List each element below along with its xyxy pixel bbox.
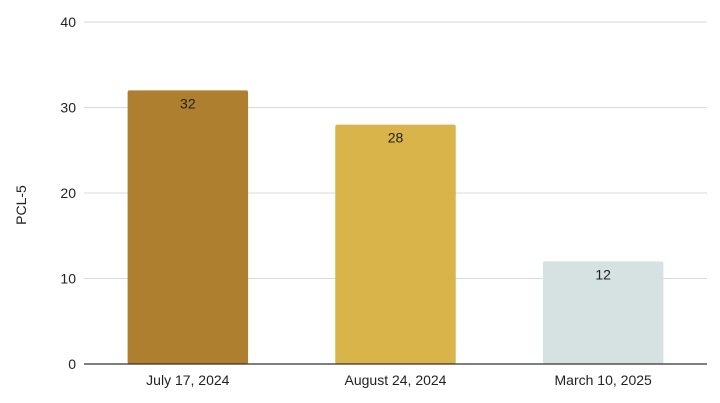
bar [542, 261, 664, 364]
data-labels: 32 28 12 [180, 95, 611, 282]
bars [127, 90, 664, 365]
x-tick-label: March 10, 2025 [555, 372, 652, 388]
x-tick-label: July 17, 2024 [146, 372, 229, 388]
bar-value-label: 28 [388, 130, 404, 146]
y-axis-ticks: 0 10 20 30 40 [60, 14, 76, 372]
y-tick-label: 30 [60, 100, 76, 116]
x-axis-ticks: July 17, 2024 August 24, 2024 March 10, 20… [146, 372, 652, 388]
y-tick-label: 20 [60, 185, 76, 201]
bar-value-label: 32 [180, 95, 196, 111]
y-tick-label: 40 [60, 14, 76, 30]
bar [127, 90, 249, 365]
x-tick-label: August 24, 2024 [345, 372, 447, 388]
bar-value-label: 12 [595, 266, 611, 282]
y-tick-label: 0 [68, 356, 76, 372]
y-tick-label: 10 [60, 271, 76, 287]
y-axis-title: PCL-5 [13, 185, 29, 225]
bar [335, 124, 456, 364]
